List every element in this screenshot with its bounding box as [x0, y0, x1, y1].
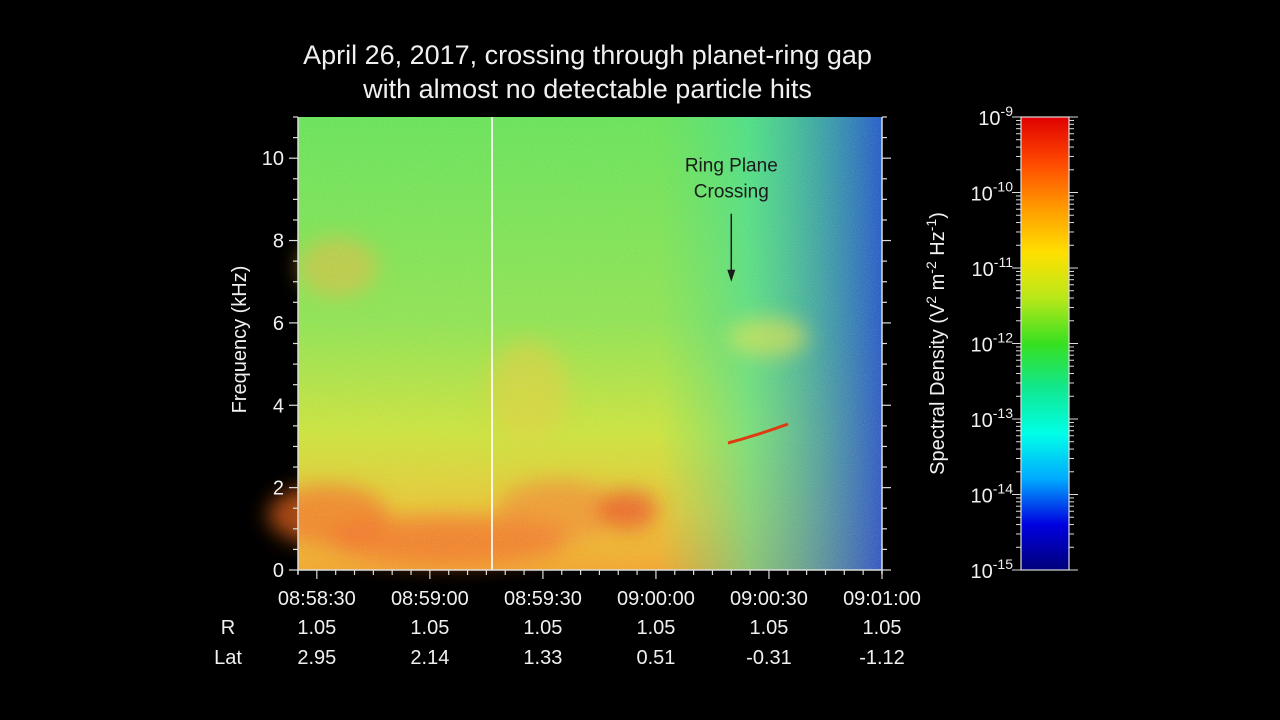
- row-value: 1.05: [410, 617, 449, 639]
- colorbar-tick-base: 10: [971, 486, 993, 508]
- ephemeris-rows: R 1.05 1.05 1.05 1.05 1.05 1.05 Lat 2.95 2.14 1.33…: [214, 617, 905, 669]
- colorbar-tick-base: 10: [971, 410, 993, 432]
- colorbar-tick-base: 10: [972, 259, 994, 281]
- colorbar-tick-base: 10: [971, 184, 993, 206]
- x-tick-label: 08:59:30: [504, 588, 582, 610]
- colorbar: 10-910-1010-1110-1210-1310-1410-15Spectr…: [923, 103, 1078, 583]
- row-label-r: R: [221, 617, 235, 639]
- row-value: 0.51: [636, 647, 675, 669]
- colorbar-tick-label: 10-11: [972, 254, 1014, 281]
- colorbar-label-text: Hz: [927, 231, 949, 261]
- x-tick-label: 08:58:30: [278, 588, 356, 610]
- row-value: 1.05: [749, 617, 788, 639]
- colorbar-label-exponent: -1: [923, 219, 939, 232]
- ring-plane-annotation: Ring Plane Crossing: [685, 156, 778, 282]
- colorbar-tick-label: 10-15: [971, 556, 1014, 583]
- colorbar-tick-exponent: -12: [993, 330, 1013, 346]
- colorbar-label-text: m: [927, 274, 949, 296]
- heatmap-noise: [298, 117, 882, 570]
- colorbar-label-text: ): [927, 212, 949, 219]
- row-value: 2.95: [297, 647, 336, 669]
- row-value: 1.05: [297, 617, 336, 639]
- colorbar-tick-exponent: -10: [993, 179, 1013, 195]
- annotation-line-2: Crossing: [694, 182, 769, 203]
- heatmap-emission-feature: [727, 422, 789, 445]
- colorbar-label-text: Spectral Density (V: [927, 303, 949, 475]
- y-axis: 0 2 4 6 8 10 Frequency (kHz): [229, 116, 891, 582]
- colorbar-tick-label: 10-10: [971, 179, 1014, 206]
- colorbar-tick-label: 10-13: [971, 405, 1014, 432]
- chart-title: April 26, 2017, crossing through planet-…: [0, 38, 1175, 106]
- colorbar-gradient: [1020, 116, 1070, 571]
- colorbar-tick-exponent: -9: [1001, 103, 1014, 119]
- y-tick-label: 0: [273, 560, 284, 582]
- row-value: -1.12: [859, 647, 905, 669]
- colorbar-tick-base: 10: [978, 108, 1000, 130]
- chart-title-line-2: with almost no detectable particle hits: [363, 74, 812, 104]
- colorbar-label: Spectral Density (V2 m-2 Hz-1): [923, 212, 949, 475]
- colorbar-tick-exponent: -13: [993, 405, 1013, 421]
- row-value: 1.05: [863, 617, 902, 639]
- y-tick-label: 2: [273, 478, 284, 500]
- colorbar-tick-base: 10: [971, 335, 993, 357]
- x-axis: 08:58:30 08:59:00 08:59:30 09:00:00 09:00:30…: [278, 570, 921, 610]
- y-tick-label: 8: [273, 231, 284, 253]
- colorbar-tick-label: 10-12: [971, 330, 1014, 357]
- y-axis-label: Frequency (kHz): [229, 266, 251, 414]
- colorbar-label-exponent: 2: [923, 296, 939, 304]
- y-tick-label: 4: [273, 395, 284, 417]
- x-tick-label: 09:00:00: [617, 588, 695, 610]
- row-value: 2.14: [410, 647, 449, 669]
- colorbar-label-exponent: -2: [923, 261, 939, 274]
- chart-title-line-1: April 26, 2017, crossing through planet-…: [303, 40, 872, 70]
- row-value: 1.33: [523, 647, 562, 669]
- x-tick-label: 09:00:30: [730, 588, 808, 610]
- y-tick-label: 6: [273, 313, 284, 335]
- annotation-line-1: Ring Plane: [685, 156, 778, 177]
- spectrogram-heatmap: [268, 117, 882, 570]
- colorbar-tick-label: 10-14: [971, 481, 1014, 508]
- row-value: 1.05: [636, 617, 675, 639]
- y-tick-label: 10: [262, 148, 284, 170]
- x-tick-label: 08:59:00: [391, 588, 469, 610]
- colorbar-tick-exponent: -15: [993, 556, 1013, 572]
- colorbar-tick-exponent: -11: [994, 254, 1013, 270]
- row-label-lat: Lat: [214, 647, 242, 669]
- colorbar-tick-label: 10-9: [978, 103, 1013, 130]
- colorbar-tick-exponent: -14: [993, 481, 1013, 497]
- annotation-arrow-head: [727, 269, 736, 282]
- x-tick-label: 09:01:00: [843, 588, 921, 610]
- row-value: -0.31: [746, 647, 792, 669]
- colorbar-tick-base: 10: [971, 561, 993, 583]
- row-value: 1.05: [523, 617, 562, 639]
